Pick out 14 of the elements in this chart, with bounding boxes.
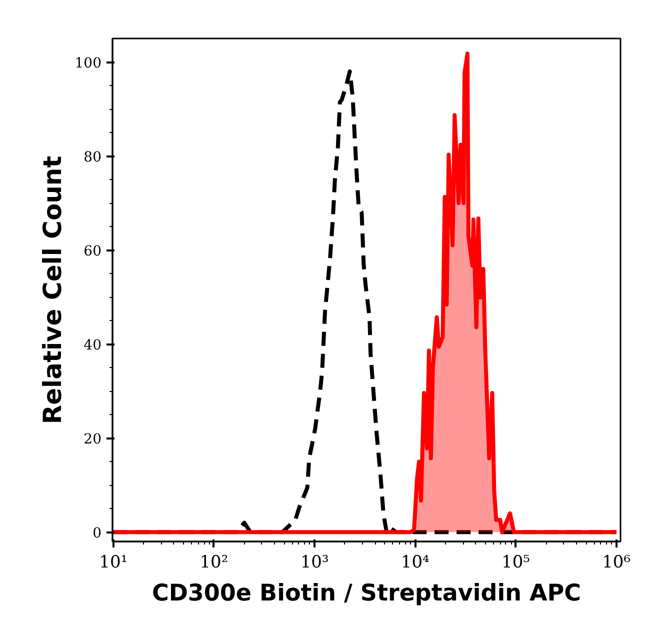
y-tick-label: 60	[84, 244, 102, 260]
y-tick-label: 40	[84, 338, 102, 354]
x-tick-label: 10⁶	[602, 552, 631, 572]
y-tick-label: 100	[74, 56, 102, 72]
y-tick-label: 80	[84, 150, 102, 166]
y-tick-label: 0	[92, 526, 102, 542]
y-tick-label: 20	[84, 432, 102, 448]
x-axis-title: CD300e Biotin / Streptavidin APC	[152, 580, 582, 606]
x-tick-label: 10¹	[99, 552, 128, 572]
x-tick-label: 10⁴	[400, 552, 430, 572]
x-tick-label: 10⁵	[502, 552, 530, 572]
x-tick-label: 10³	[300, 552, 329, 572]
y-axis-title: Relative Cell Count	[38, 156, 67, 424]
x-tick-label: 10²	[200, 552, 228, 572]
